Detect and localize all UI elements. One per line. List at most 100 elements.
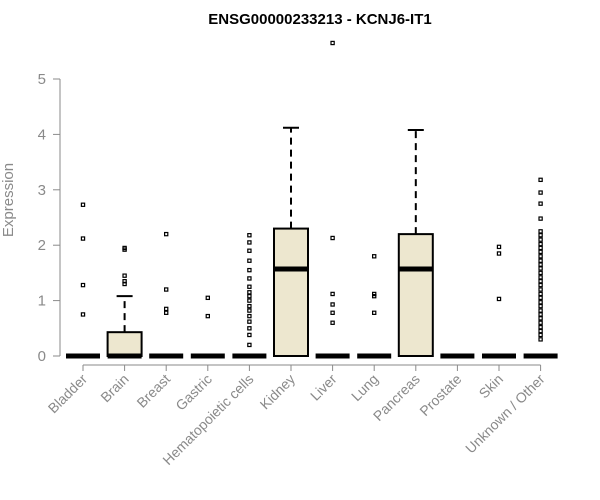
outlier-point [330, 320, 335, 325]
outlier-point [330, 310, 335, 315]
outlier-point [80, 312, 86, 317]
outlier-point [538, 332, 543, 338]
outlier-point [538, 241, 543, 247]
x-tick-label: Prostate [416, 371, 464, 419]
outlier-point [122, 245, 127, 251]
outlier-point [538, 270, 543, 276]
outlier-point [205, 313, 210, 319]
outlier-point [247, 240, 252, 245]
outlier-point [538, 287, 543, 292]
x-tick-label: Kidney [257, 371, 299, 413]
outlier-point [247, 258, 252, 263]
outlier-point [538, 190, 543, 195]
outlier-point [247, 326, 252, 331]
box-brain [106, 245, 143, 359]
outlier-point [538, 324, 543, 330]
outlier-point [496, 251, 502, 256]
box-liver [315, 40, 350, 359]
outlier-point [538, 229, 543, 234]
y-axis: 0 1 2 3 4 5 [38, 71, 61, 365]
outlier-point [538, 291, 543, 297]
x-tick-label: Lung [348, 371, 381, 404]
outlier-point [538, 245, 543, 251]
outlier-point [80, 236, 86, 241]
outlier-point [330, 40, 335, 46]
outlier-point [372, 293, 377, 299]
x-tick-label: Skin [476, 371, 507, 402]
outlier-point [247, 284, 252, 289]
outlier-point [538, 258, 543, 263]
x-tick-label: Unknown / Other [462, 371, 548, 457]
outlier-point [538, 249, 543, 255]
outlier-point [538, 308, 543, 313]
outlier-point [538, 303, 543, 309]
chart-title: ENSG00000233213 - KCNJ6-IT1 [208, 11, 431, 28]
x-tick-label: Brain [97, 371, 131, 405]
outlier-point [247, 313, 252, 319]
y-tick-label: 2 [38, 237, 46, 254]
outlier-point [247, 342, 252, 348]
outlier-point [80, 202, 86, 207]
outlier-point [372, 291, 377, 297]
outlier-point [247, 298, 252, 303]
y-tick-label: 1 [38, 293, 46, 310]
outlier-point [122, 279, 127, 284]
box-pancreas [397, 128, 434, 357]
outlier-point [372, 254, 377, 259]
box-bladder [66, 202, 100, 359]
outlier-point [538, 237, 543, 242]
outlier-point [122, 273, 127, 278]
outlier-point [538, 216, 543, 221]
outlier-point [247, 276, 252, 281]
outlier-point [164, 231, 169, 237]
outlier-point [247, 293, 252, 299]
outlier-point [538, 316, 543, 321]
box-breast [149, 231, 184, 359]
outlier-point [247, 308, 252, 313]
outlier-point [538, 300, 543, 305]
outlier-point [538, 201, 543, 206]
outlier-point [372, 310, 377, 315]
y-tick-label: 5 [38, 71, 46, 88]
outlier-point [330, 302, 335, 307]
y-axis-label: Expression [0, 163, 17, 237]
outlier-point [538, 295, 543, 301]
outlier-point [330, 291, 335, 297]
box-body [106, 331, 143, 358]
x-tick-label: Bladder [45, 371, 91, 417]
x-tick-label: Liver [307, 371, 340, 404]
outlier-point [80, 282, 86, 288]
outlier-point [247, 290, 252, 295]
outlier-point [247, 233, 252, 238]
box-body [273, 227, 309, 357]
outlier-point [164, 310, 169, 315]
outlier-point [496, 244, 502, 250]
outlier-point [164, 306, 169, 312]
y-tick-label: 4 [38, 126, 46, 143]
outlier-point [247, 267, 252, 273]
outlier-point [247, 248, 252, 253]
outlier-point [496, 296, 502, 302]
outlier-point [205, 295, 210, 301]
box-kidney [273, 126, 309, 357]
box-hematopoietic-cells [232, 233, 267, 359]
y-tick-label: 3 [38, 182, 46, 199]
outlier-point [538, 337, 543, 342]
outlier-point [538, 312, 543, 317]
outlier-point [538, 282, 543, 288]
outlier-point [538, 328, 543, 334]
outlier-point [538, 275, 543, 280]
box-unknown-other [523, 177, 558, 359]
box-gastric [190, 295, 225, 359]
outlier-point [247, 332, 252, 338]
outlier-point [538, 233, 543, 238]
box-lung [357, 254, 392, 359]
x-tick-label: Breast [133, 371, 173, 411]
box-series [66, 40, 558, 359]
outlier-point [538, 266, 543, 271]
outlier-point [247, 319, 252, 324]
outlier-point [538, 262, 543, 267]
box-skin [482, 244, 516, 359]
